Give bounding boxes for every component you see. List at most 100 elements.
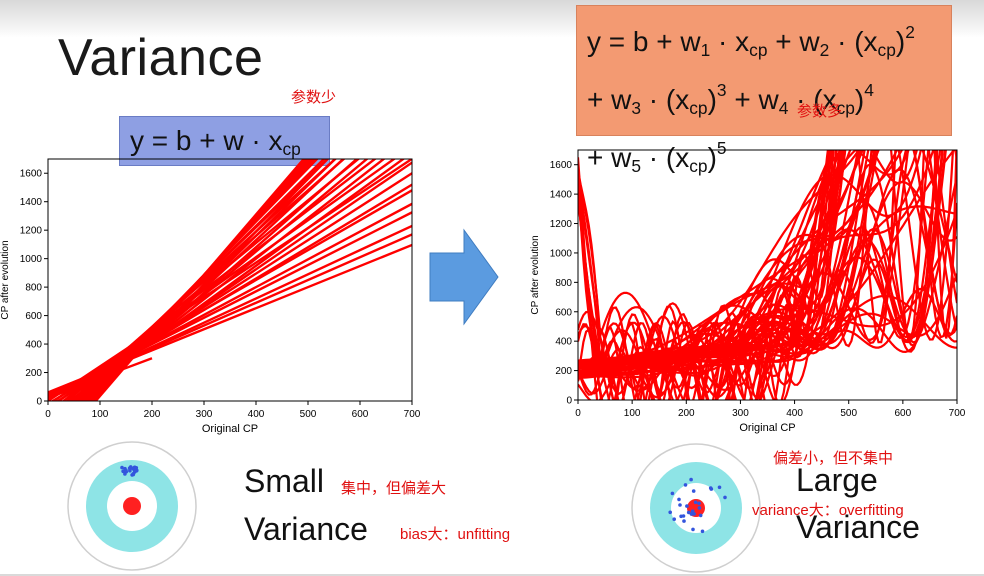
target-dot [678, 503, 682, 507]
label-variance-left: Variance [244, 511, 368, 547]
target-dot [681, 514, 686, 518]
series-line-27 [81, 159, 345, 401]
target-dot [690, 509, 695, 513]
x-tick-label: 0 [45, 409, 51, 420]
series-line-9 [82, 159, 316, 401]
series-line-22 [61, 161, 412, 401]
series-line-28 [84, 159, 337, 401]
target-dot [677, 497, 681, 502]
note-many-params: 参数多 [797, 103, 843, 120]
target-dot [124, 468, 128, 473]
x-tick-label: 100 [624, 408, 641, 419]
series-line-kink [48, 357, 153, 400]
formula-complex: y = b + w1 · xcp + w2 · (xcp)2 + w3 · (x… [576, 5, 952, 177]
target-dot [691, 489, 696, 493]
formula-simple: y = b + w · xcp [119, 116, 330, 166]
target-dot [127, 466, 132, 470]
series-line-21 [55, 172, 412, 401]
target-dot [723, 495, 727, 500]
series-curve-41 [578, 150, 832, 400]
target-dot [698, 513, 703, 518]
y-tick-label: 0 [566, 396, 572, 407]
series-curve-44 [578, 150, 835, 400]
y-axis-label: CP after evolution [0, 240, 11, 319]
x-tick-label: 400 [248, 409, 265, 420]
target-dot [700, 529, 705, 534]
target-dot [123, 472, 127, 476]
y-tick-label: 800 [555, 278, 572, 289]
target-dot [685, 504, 689, 508]
chart-small-variance: 0 100 200 300 400 500 600 700 0 200 400 600 800 1000 1… [0, 158, 421, 435]
note-left-2: bias大：unfitting [400, 526, 511, 543]
target-dot [689, 477, 693, 482]
target-dot [697, 506, 702, 510]
y-tick-label: 1600 [20, 169, 43, 180]
target-dot [683, 483, 688, 487]
y-tick-label: 600 [555, 307, 572, 318]
x-tick-label: 0 [575, 408, 581, 419]
y-tick-label: 800 [25, 283, 42, 294]
formula-line-1: y = b + w1 · xcp + w2 · (xcp)2 [587, 22, 915, 61]
target-dot [692, 512, 696, 516]
x-tick-label: 200 [144, 409, 161, 420]
label-variance-right: Variance [796, 509, 920, 545]
x-tick-label: 500 [300, 409, 317, 420]
target-dot [717, 485, 722, 490]
series-curve-56 [578, 150, 899, 362]
x-tick-label: 400 [786, 408, 803, 419]
target-large-variance-icon [631, 443, 761, 573]
formula-simple-sub: cp [282, 139, 301, 160]
series-line-29 [87, 159, 330, 401]
target-dot [130, 466, 135, 471]
target-dot [131, 472, 136, 476]
note-few-params: 参数少 [291, 89, 337, 106]
plot-area [48, 159, 412, 401]
series-curve-57 [578, 150, 918, 370]
y-tick-label: 1400 [20, 197, 43, 208]
plot-frame [577, 149, 958, 401]
target-dot [708, 486, 713, 490]
x-tick-label: 500 [840, 408, 857, 419]
target-small-variance-icon [67, 441, 197, 571]
formula-simple-main: y = b + w · x [130, 125, 283, 156]
series-curve-59 [578, 150, 877, 369]
target-dot [686, 510, 691, 515]
label-small: Small [244, 463, 325, 499]
chart-large-variance: 0 100 200 300 400 500 600 700 0 200 400 600 800 1000 1… [530, 149, 966, 434]
y-tick-label: 1000 [20, 254, 43, 265]
y-tick-label: 400 [555, 337, 572, 348]
target-dot [697, 501, 701, 506]
note-right-1: 偏差小，但不集中 [773, 450, 894, 467]
target-dot [691, 527, 695, 532]
series-curve-53 [578, 150, 833, 400]
plot-frame [47, 158, 413, 402]
slide-title: Variance [58, 29, 264, 87]
target-dot [682, 519, 686, 523]
y-tick-label: 1400 [550, 190, 573, 201]
x-tick-label: 300 [732, 408, 749, 419]
target-dot [689, 512, 694, 516]
y-tick-label: 1200 [20, 226, 43, 237]
target-dot [120, 465, 124, 470]
note-left-1: 集中，但偏差大 [341, 480, 447, 497]
series-curve-50 [578, 150, 835, 400]
series-line-13 [94, 159, 306, 401]
y-tick-label: 600 [25, 311, 42, 322]
x-tick-label: 700 [404, 409, 421, 420]
x-axis-label: Original CP [202, 423, 258, 435]
y-tick-label: 200 [25, 368, 42, 379]
target-dot [672, 517, 676, 521]
note-right-2: variance大：overfitting [752, 502, 904, 519]
y-tick-label: 400 [25, 340, 42, 351]
y-axis-label: CP after evolution [530, 235, 541, 314]
series-curve-54 [578, 150, 862, 370]
target-dot [668, 510, 672, 515]
x-tick-label: 600 [352, 409, 369, 420]
target-dot [670, 491, 675, 496]
y-tick-label: 200 [555, 366, 572, 377]
x-tick-label: 600 [895, 408, 912, 419]
formula-line-3: + w5 · (xcp)5 [587, 138, 727, 177]
y-tick-label: 1600 [550, 160, 573, 171]
target-dot [693, 500, 698, 505]
series-curve-58 [578, 150, 935, 369]
